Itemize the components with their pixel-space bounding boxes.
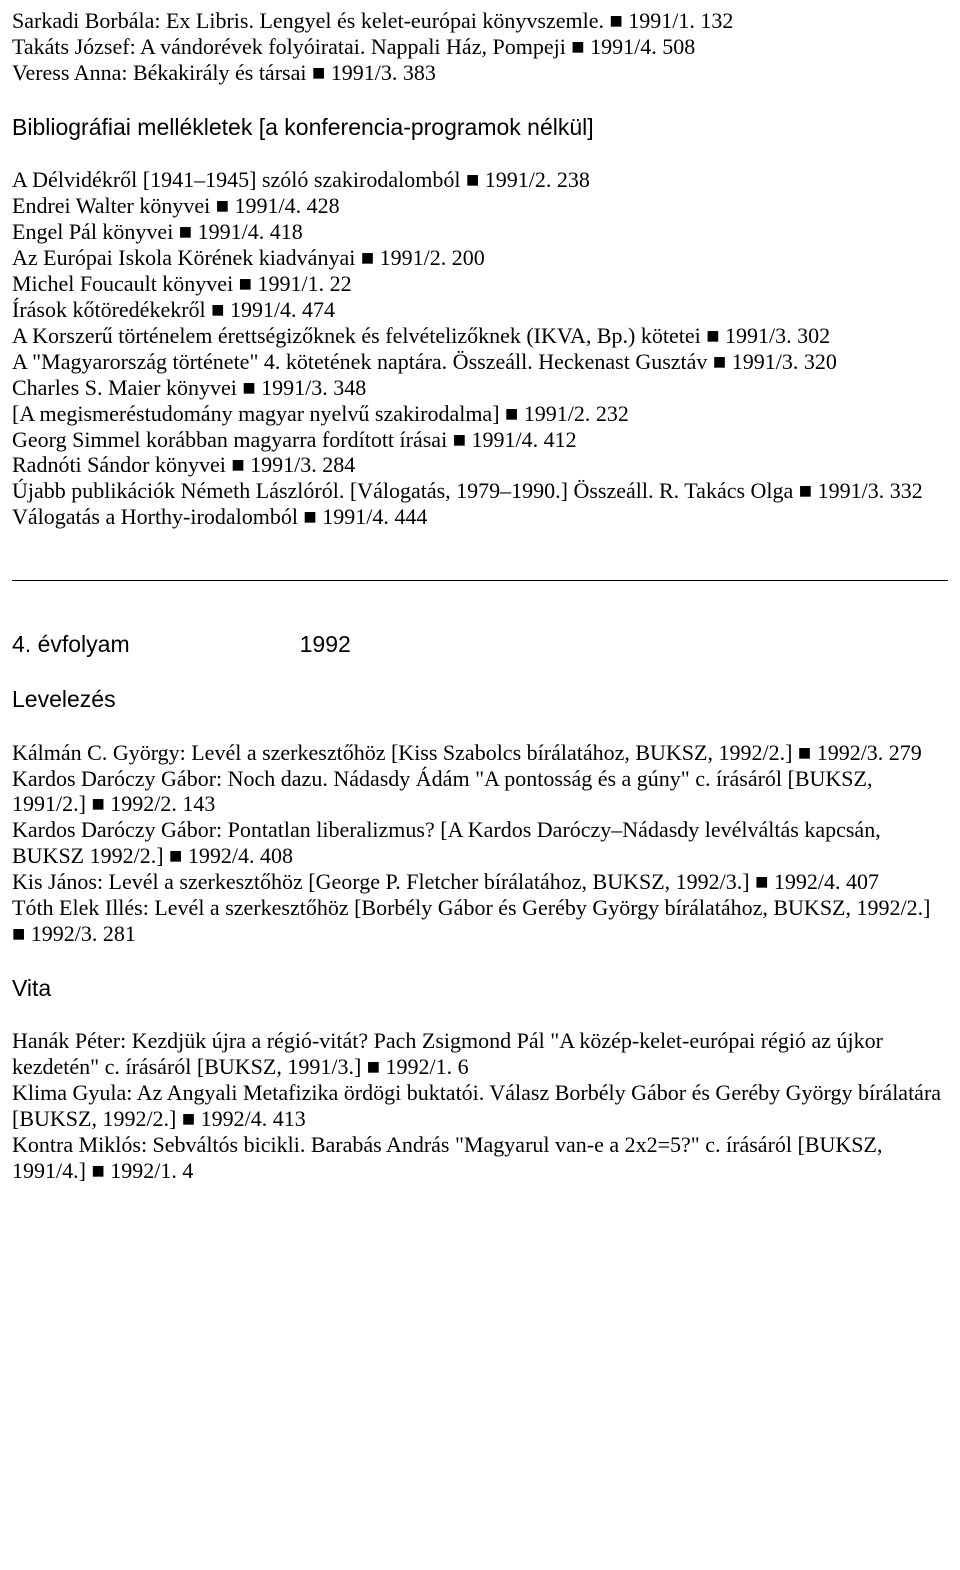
bibliography-entry: Engel Pál könyvei ■ 1991/4. 418 [12, 219, 948, 245]
bibliography-entry: Kontra Miklós: Sebváltós bicikli. Barabá… [12, 1132, 948, 1184]
bibliography-entry: Kardos Daróczy Gábor: Noch dazu. Nádasdy… [12, 766, 948, 818]
bibliography-entry: Írások kőtöredékekről ■ 1991/4. 474 [12, 297, 948, 323]
bibliography-entry: Sarkadi Borbála: Ex Libris. Lengyel és k… [12, 8, 948, 34]
bibliography-entry: Kálmán C. György: Levél a szerkesztőhöz … [12, 740, 948, 766]
bibliography-entry: Charles S. Maier könyvei ■ 1991/3. 348 [12, 375, 948, 401]
bibliography-entry: A Délvidékről [1941–1945] szóló szakirod… [12, 167, 948, 193]
bibliography-entry: Veress Anna: Békakirály és társai ■ 1991… [12, 60, 948, 86]
bibliography-entry: Klima Gyula: Az Angyali Metafizika ördög… [12, 1080, 948, 1132]
bibliography-entry: A Korszerű történelem érettségizőknek és… [12, 323, 948, 349]
section3-block: Hanák Péter: Kezdjük újra a régió-vitát?… [12, 1028, 948, 1184]
bibliography-entry: Az Európai Iskola Körének kiadványai ■ 1… [12, 245, 948, 271]
bibliography-entry: Kis János: Levél a szerkesztőhöz [George… [12, 869, 948, 895]
intro-block: Sarkadi Borbála: Ex Libris. Lengyel és k… [12, 8, 948, 86]
horizontal-divider [12, 580, 948, 581]
bibliography-entry: Kardos Daróczy Gábor: Pontatlan liberali… [12, 817, 948, 869]
bibliography-entry: Radnóti Sándor könyvei ■ 1991/3. 284 [12, 452, 948, 478]
bibliography-entry: Takáts József: A vándorévek folyóiratai.… [12, 34, 948, 60]
section1-block: A Délvidékről [1941–1945] szóló szakirod… [12, 167, 948, 530]
bibliography-entry: A "Magyarország története" 4. kötetének … [12, 349, 948, 375]
volume-year: 1992 [300, 631, 351, 658]
section2-block: Kálmán C. György: Levél a szerkesztőhöz … [12, 740, 948, 948]
bibliography-entry: [A megismeréstudomány magyar nyelvű szak… [12, 401, 948, 427]
section-heading-bibliographic-appendices: Bibliográfiai mellékletek [a konferencia… [12, 114, 948, 141]
bibliography-entry: Hanák Péter: Kezdjük újra a régió-vitát?… [12, 1028, 948, 1080]
bibliography-entry: Tóth Elek Illés: Levél a szerkesztőhöz [… [12, 895, 948, 947]
volume-heading: 4. évfolyam 1992 [12, 631, 948, 658]
bibliography-entry: Georg Simmel korábban magyarra fordított… [12, 427, 948, 453]
bibliography-entry: Endrei Walter könyvei ■ 1991/4. 428 [12, 193, 948, 219]
section-heading-debate: Vita [12, 975, 948, 1002]
volume-label: 4. évfolyam [12, 631, 130, 658]
bibliography-entry: Újabb publikációk Németh Lászlóról. [Vál… [12, 478, 948, 504]
section-heading-correspondence: Levelezés [12, 686, 948, 713]
bibliography-entry: Michel Foucault könyvei ■ 1991/1. 22 [12, 271, 948, 297]
bibliography-entry: Válogatás a Horthy-irodalomból ■ 1991/4.… [12, 504, 948, 530]
